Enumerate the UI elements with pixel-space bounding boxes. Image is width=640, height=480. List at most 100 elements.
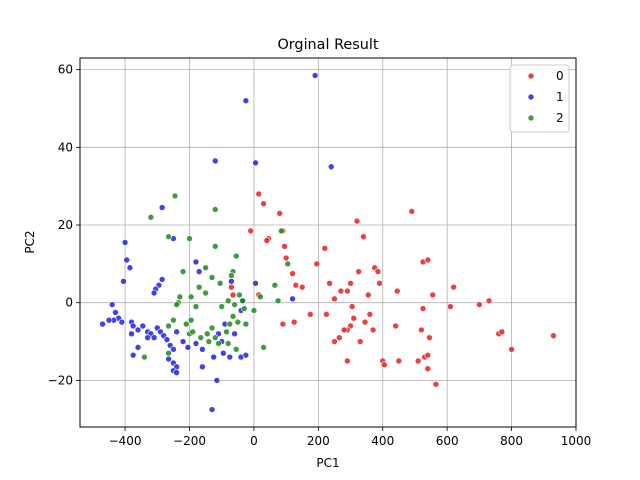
legend-marker-0 bbox=[527, 72, 535, 80]
point-series-1 bbox=[126, 264, 134, 272]
point-series-2 bbox=[216, 279, 224, 287]
point-series-1 bbox=[173, 369, 180, 376]
point-series-2 bbox=[211, 243, 219, 250]
point-series-0 bbox=[498, 328, 506, 336]
point-series-0 bbox=[450, 283, 457, 291]
point-series-2 bbox=[147, 213, 155, 221]
point-series-0 bbox=[418, 326, 425, 334]
x-tick-label: 1000 bbox=[561, 434, 592, 448]
point-series-1 bbox=[99, 320, 106, 328]
point-series-1 bbox=[134, 326, 142, 334]
point-series-1 bbox=[170, 346, 177, 353]
point-series-0 bbox=[424, 351, 432, 359]
point-series-0 bbox=[355, 268, 362, 275]
point-series-0 bbox=[263, 237, 271, 244]
point-series-1 bbox=[120, 278, 127, 285]
point-series-2 bbox=[223, 328, 230, 336]
y-tick-label: 0 bbox=[65, 296, 73, 310]
point-series-1 bbox=[242, 351, 250, 359]
x-tick-label: 400 bbox=[371, 434, 394, 448]
point-series-0 bbox=[366, 311, 374, 318]
x-tick-label: 800 bbox=[500, 434, 523, 448]
point-series-2 bbox=[239, 297, 246, 305]
y-axis-label: PC2 bbox=[23, 230, 37, 253]
point-series-0 bbox=[350, 314, 358, 322]
legend-marker-2 bbox=[527, 114, 535, 122]
point-series-0 bbox=[476, 301, 483, 308]
point-series-0 bbox=[424, 365, 432, 373]
legend-box bbox=[509, 64, 570, 133]
point-series-0 bbox=[289, 270, 296, 277]
x-tick-label: −200 bbox=[173, 434, 206, 448]
point-series-0 bbox=[347, 279, 354, 287]
point-series-0 bbox=[282, 254, 290, 262]
point-series-0 bbox=[228, 283, 235, 291]
y-axis-ticks: −20 0 20 40 60 bbox=[48, 63, 80, 387]
legend-label-0: 0 bbox=[556, 69, 564, 83]
point-series-0 bbox=[408, 208, 416, 215]
point-series-2 bbox=[176, 293, 184, 301]
point-series-0 bbox=[290, 318, 298, 326]
point-series-2 bbox=[271, 281, 279, 289]
x-tick-label: 0 bbox=[250, 434, 258, 448]
point-series-0 bbox=[360, 233, 367, 240]
point-series-2 bbox=[211, 206, 219, 213]
point-series-1 bbox=[228, 278, 235, 285]
point-series-2 bbox=[192, 303, 200, 310]
point-series-0 bbox=[419, 305, 427, 312]
point-series-2 bbox=[240, 305, 248, 312]
point-series-0 bbox=[429, 291, 436, 299]
point-series-0 bbox=[344, 287, 351, 295]
point-series-2 bbox=[165, 349, 172, 357]
point-series-0 bbox=[276, 210, 283, 217]
point-series-2 bbox=[274, 297, 282, 305]
point-series-2 bbox=[231, 301, 238, 308]
point-series-1 bbox=[112, 309, 119, 316]
point-series-0 bbox=[292, 281, 300, 289]
point-series-2 bbox=[170, 316, 177, 324]
point-series-0 bbox=[426, 334, 433, 341]
point-series-0 bbox=[313, 260, 321, 268]
point-series-2 bbox=[197, 334, 205, 341]
point-series-1 bbox=[252, 279, 259, 287]
point-series-0 bbox=[424, 256, 432, 264]
point-series-0 bbox=[374, 268, 382, 275]
point-series-2 bbox=[232, 346, 240, 353]
point-series-1 bbox=[289, 295, 296, 303]
point-series-2 bbox=[195, 283, 203, 291]
point-series-2 bbox=[215, 340, 222, 347]
point-series-2 bbox=[236, 291, 243, 299]
point-series-0 bbox=[447, 303, 454, 310]
point-series-0 bbox=[376, 279, 383, 287]
point-series-0 bbox=[323, 311, 330, 318]
point-series-2 bbox=[165, 233, 172, 240]
point-series-2 bbox=[284, 260, 292, 268]
point-series-2 bbox=[226, 320, 234, 328]
y-tick-label: 60 bbox=[58, 63, 73, 77]
point-series-1 bbox=[173, 328, 180, 336]
point-series-2 bbox=[234, 318, 242, 326]
point-series-2 bbox=[205, 338, 213, 345]
point-series-1 bbox=[134, 344, 142, 351]
point-series-1 bbox=[327, 163, 335, 171]
point-series-2 bbox=[242, 320, 250, 328]
point-series-2 bbox=[208, 274, 216, 281]
point-series-1 bbox=[208, 406, 216, 413]
point-series-2 bbox=[260, 344, 267, 351]
point-series-2 bbox=[187, 293, 195, 301]
point-series-2 bbox=[208, 324, 216, 332]
point-series-2 bbox=[277, 227, 285, 235]
x-tick-label: 200 bbox=[307, 434, 330, 448]
point-series-1 bbox=[129, 322, 137, 330]
point-series-0 bbox=[348, 303, 356, 310]
plot-frame bbox=[79, 57, 577, 428]
point-series-2 bbox=[179, 268, 187, 275]
point-series-0 bbox=[281, 243, 288, 250]
data-points bbox=[99, 72, 557, 413]
point-series-1 bbox=[199, 363, 206, 371]
point-series-0 bbox=[321, 245, 329, 252]
point-series-2 bbox=[202, 264, 209, 272]
point-series-1 bbox=[128, 330, 135, 338]
point-series-0 bbox=[364, 291, 372, 299]
